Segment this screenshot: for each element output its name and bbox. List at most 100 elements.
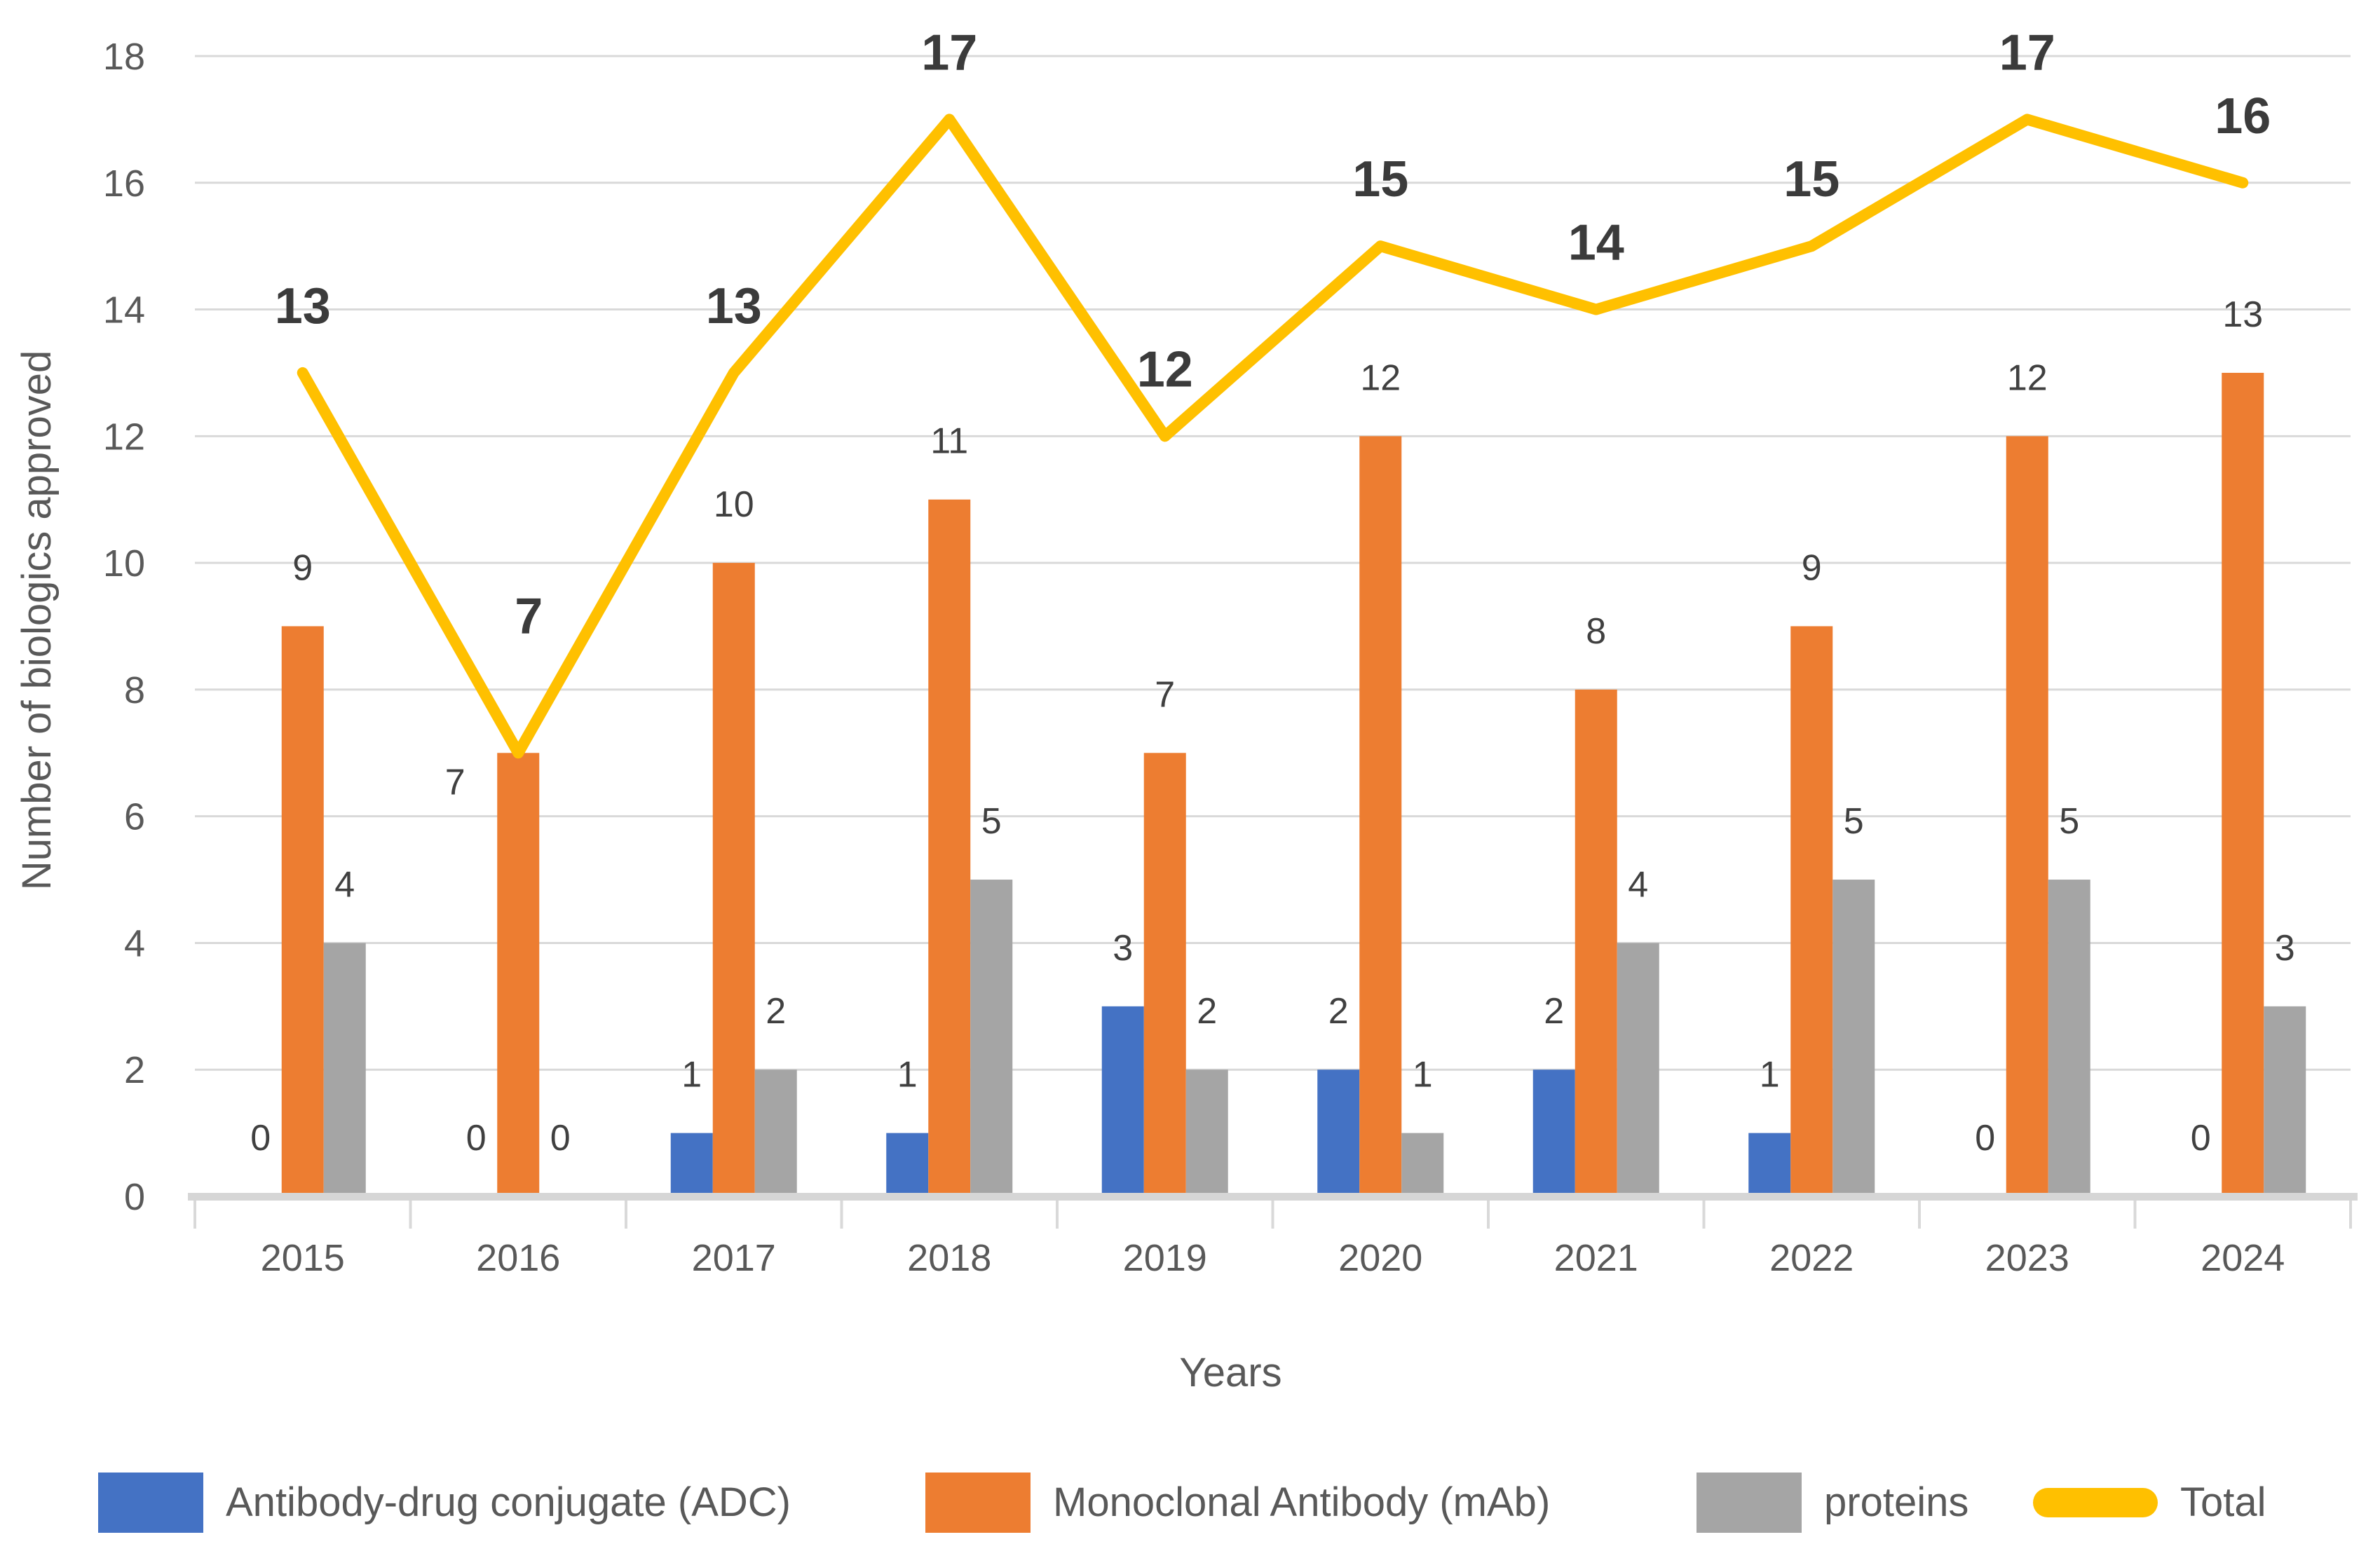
bar-label-adc-2019: 3 — [1113, 928, 1133, 969]
x-category-label-2020: 2020 — [1338, 1237, 1422, 1279]
adc-legend-swatch — [98, 1473, 203, 1533]
x-axis-tick — [1271, 1201, 1274, 1229]
y-tick-label-6: 6 — [124, 796, 145, 838]
bar-label-adc-2023: 0 — [1975, 1118, 1995, 1159]
bar-mab-2020 — [1359, 436, 1402, 1197]
bar-label-mab-2018: 11 — [930, 421, 968, 462]
bar-label-adc-2024: 0 — [2191, 1118, 2211, 1159]
total-label-2021: 14 — [1568, 215, 1624, 271]
total-legend-label: Total — [2180, 1480, 2266, 1525]
bar-proteins-2017 — [754, 1070, 797, 1196]
bar-proteins-2015 — [323, 943, 366, 1196]
bar-mab-2022 — [1790, 626, 1833, 1196]
x-category-label-2018: 2018 — [907, 1237, 991, 1279]
x-category-label-2023: 2023 — [1985, 1237, 2069, 1279]
bar-label-adc-2018: 1 — [897, 1055, 918, 1095]
bar-proteins-2021 — [1617, 943, 1659, 1196]
bar-label-mab-2017: 10 — [714, 484, 754, 525]
x-axis-tick — [193, 1201, 196, 1229]
x-axis-line — [188, 1193, 2358, 1201]
total-legend-swatch — [2033, 1488, 2158, 1517]
x-category-label-2024: 2024 — [2201, 1237, 2285, 1279]
bar-label-mab-2024: 13 — [2222, 294, 2263, 335]
bar-label-adc-2021: 2 — [1544, 991, 1564, 1032]
x-axis-tick — [840, 1201, 843, 1229]
mab-legend-swatch — [925, 1473, 1031, 1533]
bar-proteins-2019 — [1185, 1070, 1228, 1196]
x-axis-tick — [1702, 1201, 1706, 1229]
x-axis-tick — [1487, 1201, 1490, 1229]
bar-label-proteins-2021: 4 — [1628, 864, 1648, 905]
x-axis-tick — [1918, 1201, 1921, 1229]
bar-proteins-2018 — [970, 880, 1013, 1196]
legend-item-mab: Monoclonal Antibody (mAb) — [925, 1469, 1550, 1536]
x-axis-tick — [1056, 1201, 1059, 1229]
bar-label-adc-2016: 0 — [466, 1118, 487, 1159]
bar-adc-2018 — [886, 1133, 929, 1196]
bar-mab-2023 — [2006, 436, 2048, 1197]
bar-label-proteins-2022: 5 — [1844, 801, 1864, 842]
bar-mab-2016 — [497, 753, 540, 1196]
x-axis-tick — [625, 1201, 627, 1229]
bar-label-adc-2017: 1 — [681, 1055, 702, 1095]
bar-mab-2019 — [1143, 753, 1186, 1196]
x-axis-tick — [409, 1201, 412, 1229]
total-label-2022: 15 — [1783, 151, 1840, 207]
bar-adc-2019 — [1101, 1006, 1144, 1196]
bar-label-mab-2019: 7 — [1155, 674, 1175, 715]
bar-label-proteins-2017: 2 — [766, 991, 786, 1032]
bar-label-adc-2015: 0 — [250, 1118, 271, 1159]
mab-legend-label: Monoclonal Antibody (mAb) — [1053, 1480, 1551, 1525]
bar-adc-2022 — [1748, 1133, 1791, 1196]
y-tick-label-10: 10 — [103, 542, 145, 585]
total-label-2015: 13 — [275, 278, 331, 334]
bar-label-mab-2021: 8 — [1586, 611, 1606, 652]
bar-label-proteins-2016: 0 — [550, 1118, 571, 1159]
bar-label-mab-2020: 12 — [1360, 357, 1401, 398]
bar-label-adc-2022: 1 — [1760, 1055, 1780, 1095]
legend-item-total: Total — [2033, 1469, 2266, 1536]
y-tick-label-14: 14 — [103, 289, 145, 332]
bar-mab-2015 — [281, 626, 324, 1196]
x-axis-tick — [2133, 1201, 2137, 1229]
bar-label-mab-2015: 9 — [292, 548, 313, 589]
bar-label-mab-2023: 12 — [2007, 357, 2048, 398]
x-category-label-2016: 2016 — [476, 1237, 560, 1279]
total-label-2018: 17 — [921, 25, 977, 81]
bar-mab-2024 — [2222, 372, 2264, 1196]
bar-mab-2017 — [712, 563, 755, 1196]
x-category-label-2015: 2015 — [261, 1237, 345, 1279]
total-label-2023: 17 — [1999, 25, 2055, 81]
legend-item-proteins: proteins — [1696, 1469, 1968, 1536]
total-label-2020: 15 — [1352, 151, 1408, 207]
adc-legend-label: Antibody-drug conjugate (ADC) — [226, 1480, 791, 1525]
x-axis-title: Years — [1179, 1350, 1281, 1395]
bar-label-proteins-2023: 5 — [2059, 801, 2079, 842]
bar-label-mab-2022: 9 — [1802, 548, 1822, 589]
x-category-label-2017: 2017 — [692, 1237, 776, 1279]
chart-legend: Antibody-drug conjugate (ADC) Monoclonal… — [0, 1469, 2380, 1536]
total-label-2016: 7 — [515, 588, 543, 644]
y-tick-label-18: 18 — [103, 36, 145, 78]
x-axis-tick — [2349, 1201, 2352, 1229]
bar-adc-2021 — [1532, 1070, 1575, 1196]
bar-adc-2020 — [1317, 1070, 1360, 1196]
bar-adc-2017 — [670, 1133, 713, 1196]
bar-mab-2018 — [928, 499, 971, 1196]
total-label-2024: 16 — [2215, 88, 2271, 144]
y-tick-label-2: 2 — [124, 1049, 145, 1091]
bar-label-proteins-2019: 2 — [1197, 991, 1217, 1032]
bar-label-proteins-2015: 4 — [334, 864, 355, 905]
y-tick-label-4: 4 — [124, 922, 145, 964]
proteins-legend-label: proteins — [1824, 1480, 1969, 1525]
bar-label-proteins-2018: 5 — [981, 801, 1002, 842]
y-tick-label-8: 8 — [124, 669, 145, 711]
bar-proteins-2020 — [1401, 1133, 1444, 1196]
x-category-label-2022: 2022 — [1769, 1237, 1854, 1279]
total-label-2017: 13 — [706, 278, 762, 334]
bar-label-adc-2020: 2 — [1328, 991, 1349, 1032]
total-label-2019: 12 — [1137, 341, 1193, 397]
bar-proteins-2023 — [2048, 880, 2090, 1196]
bar-label-proteins-2024: 3 — [2275, 928, 2295, 969]
